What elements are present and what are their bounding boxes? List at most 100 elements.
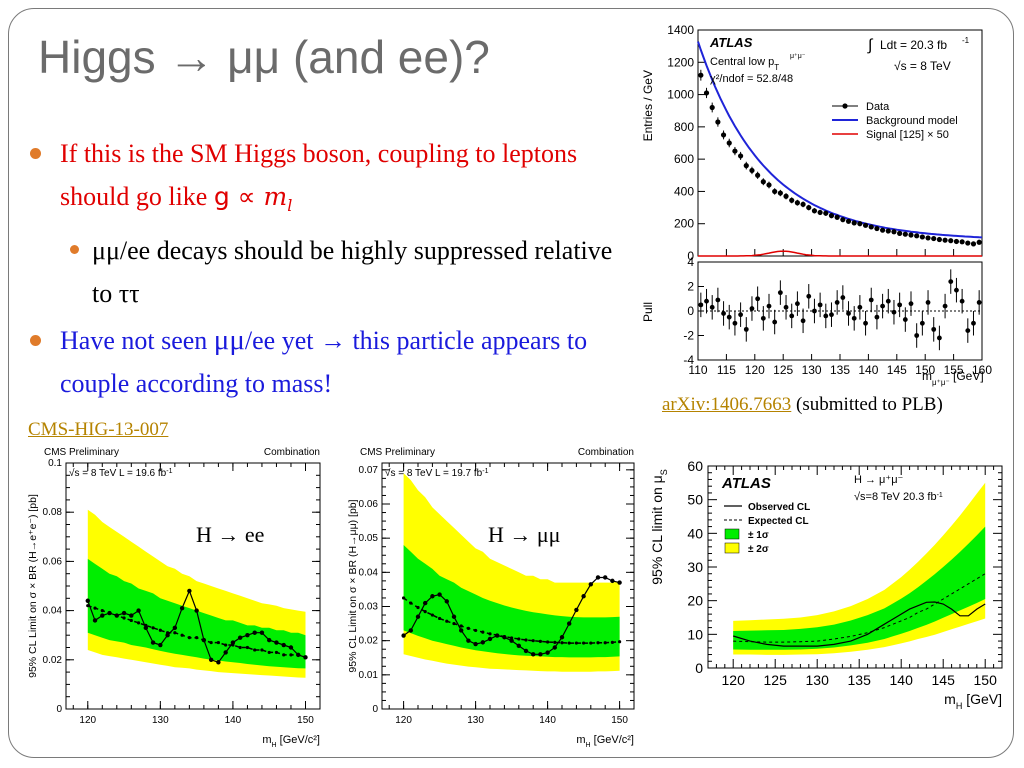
x-tick-label: 135 [848,672,872,688]
pull-point [851,315,857,321]
expected-point [596,641,600,645]
x-axis-label: mH [GeV] [944,691,1002,711]
pull-point [817,302,823,308]
pull-point [834,300,840,305]
observed-point [107,610,112,616]
expected-point [267,650,271,655]
observed-point [187,588,192,594]
annotation-h-mumu: H → μμ [488,522,561,547]
expected-point [274,650,279,655]
expected-point [466,626,470,630]
data-point [845,218,852,224]
observed-point [415,614,421,619]
atlas-limit-chart: 0 10 20 30 40 50 60 120 125 130 135 140 145 150 ATLAS H… [649,458,1003,711]
expected-point [173,631,177,635]
x-tick-label: 120 [79,715,96,726]
expected-point [238,645,242,650]
observed-point [574,607,579,613]
observed-point [617,580,622,585]
expected-point [289,653,293,657]
expected-point [524,638,528,642]
x-tick-label: 125 [773,363,793,377]
pull-point [823,313,829,319]
expected-point [195,636,199,640]
data-point [959,239,965,245]
expected-point [158,628,162,632]
expected-point [86,604,90,608]
x-tick-label: 150 [974,672,998,688]
observed-point [408,628,413,633]
bullet-suppressed: μμ/ee decays should be highly suppressed… [30,229,620,315]
observed-point [451,614,457,619]
y-tick-label: 1200 [667,55,694,69]
chart-title: ATLAS [709,35,753,50]
data-point [738,153,744,159]
pull-point [829,312,834,318]
arxiv-link[interactable]: arXiv:1406.7663 [662,394,792,415]
x-tick-label: 160 [972,363,992,377]
observed-point [545,650,550,655]
expected-point [452,621,456,626]
y-tick-label: 0.06 [43,556,63,567]
pull-point [732,320,738,326]
pull-point [880,303,885,309]
y-tick-label: 60 [687,458,703,474]
data-point [800,201,806,207]
y-tick-label: 0 [56,704,62,715]
expected-point [93,606,97,610]
expected-point [560,641,564,645]
expected-point [610,640,614,644]
pull-point [749,306,755,311]
observed-point [401,633,406,638]
observed-point [252,630,257,635]
x-tick-label: 150 [915,363,935,377]
data-point [732,148,738,154]
arxiv-citation: arXiv:1406.7663 (submitted to PLB) [662,394,943,416]
legend-1sigma-label: ± 1σ [748,530,769,541]
legend-expected-label: Expected CL [748,516,809,527]
data-point [857,221,863,227]
expected-point [582,641,586,645]
data-point [743,163,749,169]
y-tick-label: 50 [687,492,703,508]
data-point [840,217,846,223]
data-point [828,213,835,219]
x-tick-label: 150 [611,715,628,726]
data-point [970,241,977,247]
background-model-line [697,41,983,239]
expected-point [474,628,478,633]
bullet-dot [30,335,41,347]
data-point [715,119,721,125]
formula-g: g ∝ [213,182,264,211]
observed-point [201,637,207,643]
observed-point [259,630,265,635]
observed-point [288,645,294,650]
y-axis-label: 95% CL Limit on σ × BR (H→e⁺e⁻) [pb] [27,494,39,678]
observed-point [430,594,435,599]
pull-point [976,300,982,305]
observed-point [595,575,601,580]
observed-point [480,640,485,645]
expected-point [481,630,485,634]
observed-point [114,613,120,618]
x-tick-label: 155 [944,363,964,377]
slide-title: Higgs → μμ (and ee)? [38,31,490,83]
chart-title: ATLAS [721,475,771,492]
expected-point [216,640,220,645]
pull-point [897,302,903,308]
data-point [794,200,800,206]
cms-hig-link[interactable]: CMS-HIG-13-007 [28,419,169,440]
header-left: CMS Preliminary [44,447,119,458]
x-tick-label: 125 [764,672,788,688]
observed-point [85,598,90,603]
header-right: Combination [264,447,320,458]
y-tick-label: 0.02 [43,655,63,666]
data-point [925,235,931,241]
pull-point [812,308,817,314]
data-point [766,182,772,188]
y-tick-label: 0.04 [359,567,379,578]
expected-point [100,609,104,613]
pull-point [908,301,914,307]
pull-point [783,304,789,310]
data-point [976,239,982,245]
